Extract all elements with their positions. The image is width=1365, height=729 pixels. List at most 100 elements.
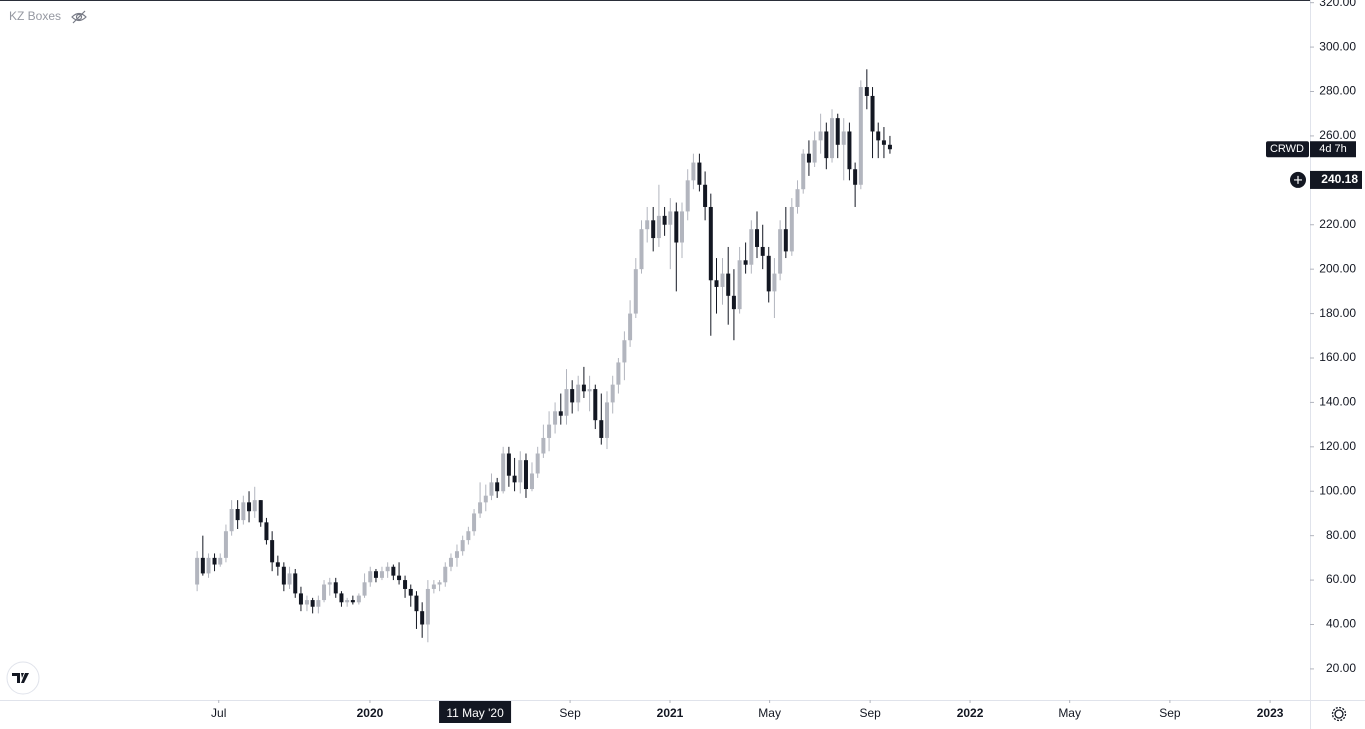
- candle-body: [824, 131, 829, 159]
- candle-body: [258, 500, 263, 523]
- candle-body: [737, 260, 742, 310]
- candle-body: [523, 460, 528, 490]
- candle-body: [310, 600, 315, 607]
- symbol-tag-bg: [1266, 141, 1309, 158]
- candle-body: [876, 131, 881, 141]
- candle-body: [749, 229, 754, 265]
- candle-body: [466, 531, 471, 541]
- y-tick-label: 140.00: [1319, 395, 1356, 409]
- candle-body: [281, 566, 286, 585]
- x-tick-label: May: [1058, 706, 1081, 720]
- candle-body: [853, 169, 858, 185]
- last-price-marker: [1310, 141, 1356, 158]
- symbol-tag: CRWD: [1270, 143, 1304, 155]
- x-tick-label: Jul: [211, 706, 226, 720]
- candle-body: [680, 211, 685, 243]
- crosshair-x-bg: [439, 701, 512, 723]
- candle-body: [685, 180, 690, 212]
- indicator-name[interactable]: KZ Boxes: [9, 9, 61, 23]
- y-tick-label: 180.00: [1319, 306, 1356, 320]
- candle-body: [783, 229, 788, 252]
- candle-body: [264, 522, 269, 541]
- candle-body: [847, 131, 852, 170]
- candle-body: [714, 280, 719, 287]
- candle-body: [887, 144, 892, 150]
- candle-body: [789, 206, 794, 252]
- candle-body: [604, 402, 609, 438]
- candle-body: [610, 384, 615, 403]
- candle-body: [270, 540, 275, 563]
- candle-body: [639, 229, 644, 270]
- y-tick-label: 220.00: [1319, 217, 1356, 231]
- candle-body: [379, 571, 384, 578]
- candle-body: [448, 557, 453, 567]
- candle-body: [501, 453, 506, 492]
- candle-body: [674, 211, 679, 243]
- candle-body: [708, 206, 713, 281]
- candle-body: [703, 184, 708, 207]
- candle-body: [778, 229, 783, 274]
- candle-body: [454, 551, 459, 558]
- countdown: 4d 7h: [1319, 143, 1347, 155]
- x-tick-label: Sep: [559, 706, 581, 720]
- candle-body: [858, 87, 863, 185]
- candle-body: [593, 389, 598, 421]
- hide-icon[interactable]: [71, 10, 87, 24]
- candle-body: [304, 600, 309, 605]
- candle-body: [535, 453, 540, 474]
- candle-body: [327, 582, 332, 585]
- candle-body: [656, 215, 661, 239]
- candle-body: [697, 162, 702, 185]
- candle-body: [830, 118, 835, 159]
- y-tick-label: 160.00: [1319, 350, 1356, 364]
- candle-body: [587, 389, 592, 392]
- candle-body: [720, 273, 725, 287]
- candle-body: [662, 215, 667, 225]
- candle-body: [495, 482, 500, 492]
- candle-body: [553, 411, 558, 425]
- candle-body: [356, 595, 361, 603]
- candle-body: [506, 453, 511, 476]
- candle-body: [443, 566, 448, 583]
- candle-body: [622, 340, 627, 363]
- candle-body: [437, 582, 442, 585]
- candle-body: [558, 411, 563, 416]
- candle-body: [408, 588, 413, 596]
- candle-body: [298, 593, 303, 605]
- logo[interactable]: [6, 661, 40, 695]
- x-tick-label: 2023: [1257, 706, 1284, 720]
- candle-body: [645, 220, 650, 230]
- candle-body: [339, 593, 344, 603]
- candle-body: [812, 140, 817, 163]
- candle-body: [362, 582, 367, 596]
- candle-body: [801, 153, 806, 190]
- candle-body: [247, 502, 252, 512]
- candle-body: [420, 611, 425, 625]
- candle-body: [668, 211, 673, 225]
- candle-body: [731, 295, 736, 310]
- x-tick-label: 2021: [657, 706, 684, 720]
- candle-body: [599, 420, 604, 438]
- candle-body: [385, 566, 390, 572]
- candle-body: [252, 500, 257, 512]
- candle-body: [460, 540, 465, 552]
- candle-body: [397, 575, 402, 581]
- candle-body: [403, 580, 408, 589]
- candle-body: [818, 131, 823, 141]
- candle-body: [195, 557, 200, 585]
- candle-body: [223, 531, 228, 558]
- crosshair-x-label: 11 May '20: [446, 706, 504, 720]
- candle-body: [772, 273, 777, 292]
- candle-body: [483, 495, 488, 503]
- candle-body: [345, 600, 350, 603]
- candle-body: [241, 502, 246, 521]
- candle-body: [633, 269, 638, 314]
- candle-body: [570, 389, 575, 403]
- candle-body: [350, 600, 355, 603]
- candle-body: [425, 588, 430, 625]
- x-tick-label: 2020: [357, 706, 384, 720]
- settings-icon[interactable]: [1331, 706, 1347, 722]
- candle-body: [229, 509, 234, 532]
- y-tick-label: 200.00: [1319, 261, 1356, 275]
